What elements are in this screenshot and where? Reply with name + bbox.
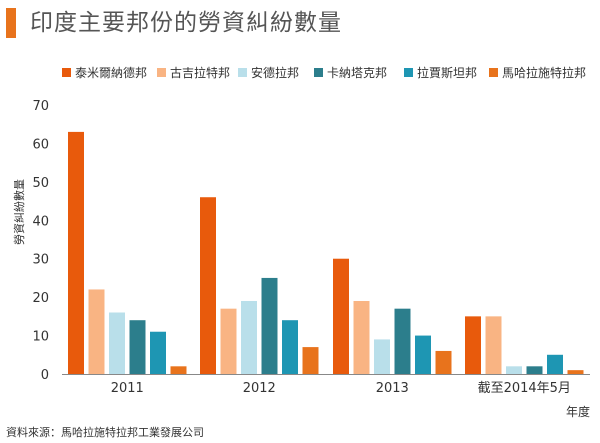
- x-axis-label: 年度: [566, 404, 590, 419]
- legend-item: 拉賈斯坦邦: [404, 65, 477, 80]
- bar-chart: 泰米爾納德邦 古吉拉特邦 安德拉邦 卡納塔克邦 拉賈斯坦邦 馬哈拉施特拉邦 0 10 20 30…: [12, 65, 590, 419]
- page-title: 印度主要邦份的勞資糾紛數量: [30, 10, 342, 36]
- legend-swatch: [314, 68, 323, 77]
- bar: [435, 350, 452, 374]
- bar: [170, 366, 187, 374]
- y-tick-label: 30: [32, 253, 49, 268]
- y-tick-label: 60: [32, 137, 49, 152]
- legend-swatch: [238, 68, 247, 77]
- bar: [506, 366, 522, 374]
- legend-label: 古吉拉特邦: [170, 65, 230, 80]
- x-tick-label: 2011: [111, 381, 144, 396]
- bar: [547, 354, 563, 374]
- bar: [353, 300, 370, 374]
- bar: [88, 289, 105, 374]
- source-note: 資料來源：馬哈拉施特拉邦工業發展公司: [6, 426, 204, 439]
- bar: [129, 320, 146, 374]
- bar: [302, 347, 319, 374]
- bar: [241, 300, 257, 374]
- legend-item: 古吉拉特邦: [157, 65, 230, 80]
- bar: [465, 316, 481, 374]
- y-tick-label: 40: [32, 214, 49, 229]
- title-accent-bar: [6, 8, 16, 38]
- bar: [485, 316, 502, 374]
- bar: [394, 308, 411, 374]
- bar: [282, 320, 298, 374]
- y-axis-label: 勞資糾紛數量: [12, 179, 26, 245]
- y-tick-label: 70: [32, 99, 49, 114]
- bar: [567, 370, 584, 374]
- legend-label: 拉賈斯坦邦: [417, 65, 477, 80]
- y-tick-label: 0: [41, 368, 49, 383]
- legend-swatch: [404, 68, 413, 77]
- legend-swatch: [62, 68, 71, 77]
- legend-item: 馬哈拉施特拉邦: [489, 65, 586, 80]
- y-tick-label: 10: [32, 330, 49, 345]
- legend-label: 泰米爾納德邦: [75, 65, 147, 80]
- bar: [150, 331, 166, 374]
- legend-item: 安德拉邦: [238, 65, 299, 80]
- bar: [261, 277, 278, 374]
- legend-label: 馬哈拉施特拉邦: [502, 65, 586, 80]
- legend-label: 安德拉邦: [251, 65, 299, 80]
- legend-swatch: [157, 68, 166, 77]
- bar: [415, 335, 431, 374]
- bar: [526, 366, 543, 374]
- bar: [374, 339, 390, 374]
- bar: [200, 197, 216, 374]
- y-tick-label: 20: [32, 291, 49, 306]
- legend-item: 卡納塔克邦: [314, 66, 387, 80]
- bar: [68, 131, 84, 374]
- x-tick-label: 2013: [376, 381, 409, 396]
- legend-item: 泰米爾納德邦: [62, 65, 147, 80]
- bar: [109, 312, 125, 374]
- bars: [68, 131, 584, 374]
- legend-swatch: [489, 68, 498, 77]
- y-axis: 0 10 20 30 40 50 60 70 勞資糾紛數量: [12, 99, 49, 383]
- bar: [220, 308, 237, 374]
- legend-label: 卡納塔克邦: [327, 66, 387, 80]
- x-tick-label: 截至2014年5月: [478, 381, 571, 396]
- y-tick-label: 50: [32, 176, 49, 191]
- bar: [333, 258, 349, 374]
- x-tick-label: 2012: [243, 381, 276, 396]
- legend: 泰米爾納德邦 古吉拉特邦 安德拉邦 卡納塔克邦 拉賈斯坦邦 馬哈拉施特拉邦: [62, 65, 586, 80]
